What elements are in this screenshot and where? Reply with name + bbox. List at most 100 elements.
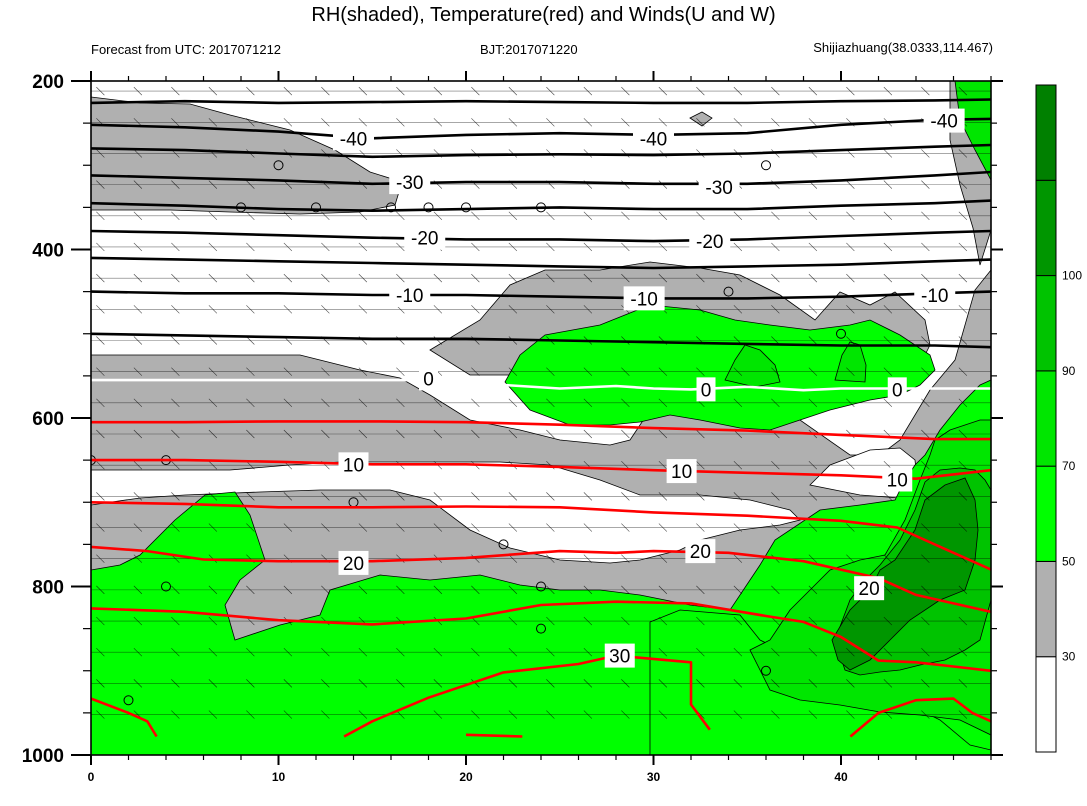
calm-wind-marker [386, 202, 396, 213]
wind-barb [771, 492, 780, 501]
wind-barb [846, 492, 855, 501]
wind-barb [96, 679, 105, 688]
wind-barb [96, 398, 105, 408]
wind-barb [208, 648, 218, 657]
wind-barb [283, 180, 293, 189]
wind-barb [283, 679, 293, 688]
wind-barb [546, 710, 555, 719]
wind-barb [846, 585, 855, 595]
wind-barb [171, 398, 180, 408]
wind-barb [246, 492, 255, 501]
wind-barb [733, 242, 743, 252]
wind-barb [958, 710, 968, 719]
wind-barb [321, 398, 330, 408]
wind-barb [433, 648, 443, 657]
wind-barb [733, 616, 743, 626]
wind-barb [358, 305, 368, 314]
contour-label: 20 [690, 542, 711, 563]
wind-barb [508, 367, 518, 376]
wind-barb [283, 367, 293, 376]
wind-barb [733, 398, 743, 408]
wind-barb [733, 648, 743, 657]
temperature-contour-line [91, 420, 991, 441]
contour-label-background [698, 175, 740, 200]
wind-barb [208, 336, 218, 345]
wind-barb [96, 367, 105, 376]
wind-barb [246, 710, 255, 719]
wind-barb [733, 211, 743, 221]
colorbar-label: 90 [1062, 364, 1076, 378]
contour-label: -10 [396, 286, 423, 307]
wind-barb [133, 648, 143, 657]
calm-wind-marker [461, 202, 471, 213]
wind-barb [396, 367, 405, 376]
wind-barb [433, 273, 443, 283]
wind-barb [696, 367, 705, 376]
wind-barb [621, 429, 630, 439]
wind-barb [508, 429, 518, 439]
wind-barb [583, 554, 593, 563]
y-tick-label: 1000 [22, 746, 64, 767]
contour-label-background [854, 576, 885, 601]
wind-barb [133, 305, 143, 314]
wind-barb [508, 616, 518, 626]
wind-barb [883, 367, 893, 376]
wind-barb [96, 648, 105, 657]
wind-barb [283, 273, 293, 283]
wind-barb [133, 460, 143, 470]
wind-barb [171, 648, 180, 657]
wind-barb [921, 398, 930, 408]
wind-barb [133, 211, 143, 221]
calm-wind-marker [423, 202, 434, 213]
wind-barb [733, 86, 743, 96]
wind-barb [658, 460, 668, 470]
wind-barb [658, 242, 668, 252]
wind-barb [808, 305, 818, 314]
wind-barb [546, 211, 555, 221]
wind-barb [621, 273, 630, 283]
wind-barb [283, 710, 293, 719]
contour-label: -20 [696, 232, 723, 253]
forecast-time-label: Forecast from UTC: 2017071212 [91, 42, 282, 57]
wind-barb [696, 211, 705, 221]
wind-barb [583, 305, 593, 314]
wind-barb [808, 523, 818, 532]
wind-barb [808, 585, 818, 595]
wind-barb [471, 679, 480, 688]
temperature-contour-line [91, 332, 991, 349]
contour-label: 0 [701, 380, 712, 401]
wind-barb [958, 523, 968, 532]
wind-barb [321, 118, 330, 127]
wind-barb [96, 180, 105, 189]
colorbar-label: 70 [1062, 459, 1076, 473]
wind-barb [883, 180, 893, 189]
wind-barb [921, 429, 930, 439]
wind-barb [358, 523, 368, 532]
wind-barb [958, 585, 968, 595]
wind-barb [621, 679, 630, 688]
wind-barb [696, 648, 705, 657]
wind-barb [808, 492, 818, 501]
wind-barb [171, 616, 180, 626]
wind-barb [808, 86, 818, 96]
wind-barb [658, 585, 668, 595]
wind-barb [808, 554, 818, 563]
rh-colorbar: 30 50 70 90 100 [1035, 84, 1082, 753]
wind-barb [958, 679, 968, 688]
temperature-contour-line [91, 458, 991, 480]
calm-wind-marker [536, 623, 546, 634]
y-tick-label: 800 [32, 578, 64, 599]
wind-barb [171, 211, 180, 221]
wind-barb [958, 429, 968, 439]
plot-area: -40 -40 -40 -30 -30 -20 -20 -10 -10 -10 0 0 0 10 10 10 2… [91, 81, 991, 755]
y-tick-label: 400 [32, 241, 64, 262]
contour-label: -10 [630, 289, 657, 310]
wind-barb [508, 118, 518, 127]
wind-barb [658, 86, 668, 96]
wind-barb [246, 367, 255, 376]
wind-barb [508, 242, 518, 252]
wind-barb [133, 367, 143, 376]
wind-barb [133, 429, 143, 439]
colorbar-label: 30 [1062, 650, 1076, 664]
